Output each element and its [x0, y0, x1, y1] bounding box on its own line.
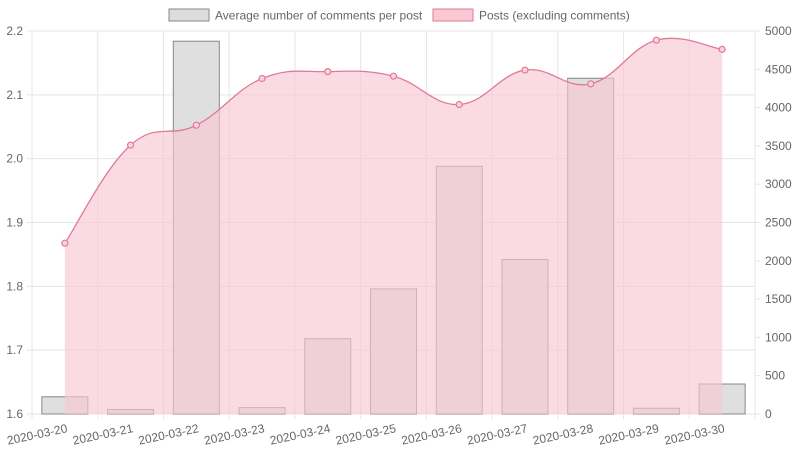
y-left-tick-label: 2.1 [6, 88, 23, 102]
y-right-tick-label: 2500 [765, 216, 792, 230]
x-tick-label: 2020-03-25 [334, 421, 397, 448]
y-left-tick-label: 1.8 [6, 279, 23, 293]
y-right-tick-label: 1500 [765, 292, 792, 306]
line-point [126, 141, 135, 149]
x-tick-label: 2020-03-23 [203, 421, 266, 448]
y-left-tick-label: 2.2 [6, 24, 23, 38]
x-tick-label: 2020-03-24 [269, 421, 332, 448]
line-point [192, 121, 200, 129]
line-point [258, 74, 266, 83]
y-right-tick-label: 1000 [765, 330, 792, 344]
y-right-tick-label: 3000 [765, 177, 792, 191]
x-tick-label: 2020-03-20 [6, 421, 69, 448]
y-right-tick-label: 3500 [765, 139, 792, 153]
line-point [718, 45, 726, 53]
line-area-fill [64, 38, 723, 415]
legend-label: Average number of comments per post [215, 9, 423, 23]
y-right-tick-label: 2000 [765, 254, 792, 268]
y-left-tick-label: 1.6 [6, 407, 23, 421]
legend-swatch [432, 8, 474, 22]
y-right-tick-label: 4000 [765, 101, 792, 115]
x-tick-label: 2020-03-22 [137, 421, 200, 448]
y-right-tick-label: 4500 [765, 62, 792, 76]
line-point [61, 239, 69, 247]
x-tick-label: 2020-03-28 [531, 421, 594, 448]
y-right-tick-label: 5000 [765, 24, 792, 38]
y-right-tick-label: 0 [765, 407, 772, 421]
x-tick-label: 2020-03-27 [466, 421, 529, 448]
line-series [61, 36, 726, 415]
line-point [389, 72, 398, 80]
legend-label: Posts (excluding comments) [479, 9, 630, 23]
line-point [587, 80, 595, 88]
x-tick-label: 2020-03-26 [400, 421, 463, 448]
y-left-tick-label: 1.7 [6, 343, 23, 357]
x-tick-label: 2020-03-21 [71, 421, 134, 448]
x-tick-label: 2020-03-29 [597, 421, 660, 448]
legend-swatch [168, 8, 210, 22]
y-left-tick-label: 1.9 [6, 216, 23, 230]
legend[interactable]: Average number of comments per post Posts… [168, 8, 630, 23]
line-point [324, 67, 332, 76]
y-right-tick-label: 500 [765, 369, 785, 383]
line-point [521, 66, 529, 74]
line-point [652, 36, 661, 44]
y-left-tick-label: 2.0 [6, 152, 23, 166]
line-point [455, 100, 463, 109]
x-tick-label: 2020-03-30 [663, 421, 726, 448]
